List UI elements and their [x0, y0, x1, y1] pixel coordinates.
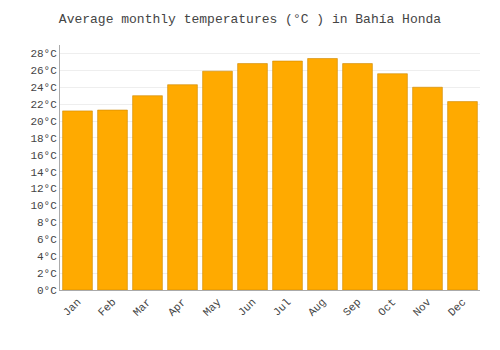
svg-text:16°C: 16°C: [30, 150, 57, 162]
svg-text:8°C: 8°C: [37, 217, 57, 229]
svg-text:Mar: Mar: [131, 296, 153, 318]
svg-text:May: May: [201, 296, 224, 319]
svg-text:20°C: 20°C: [30, 116, 57, 128]
svg-text:12°C: 12°C: [30, 183, 57, 195]
svg-text:Jan: Jan: [61, 296, 83, 318]
svg-text:Nov: Nov: [411, 296, 434, 319]
svg-text:6°C: 6°C: [37, 234, 57, 246]
svg-text:10°C: 10°C: [30, 200, 57, 212]
svg-text:Oct: Oct: [376, 296, 398, 318]
svg-text:2°C: 2°C: [37, 268, 57, 280]
svg-text:18°C: 18°C: [30, 133, 57, 145]
svg-text:4°C: 4°C: [37, 251, 57, 263]
svg-text:Dec: Dec: [446, 296, 468, 318]
svg-text:22°C: 22°C: [30, 99, 57, 111]
svg-text:26°C: 26°C: [30, 65, 57, 77]
svg-text:Jul: Jul: [271, 296, 293, 318]
svg-text:0°C: 0°C: [37, 285, 57, 297]
svg-text:Average monthly temperatures (: Average monthly temperatures (°C ) in Ba…: [59, 12, 441, 27]
svg-text:Feb: Feb: [96, 296, 118, 318]
svg-text:14°C: 14°C: [30, 167, 57, 179]
svg-text:Apr: Apr: [166, 296, 188, 318]
svg-text:Jun: Jun: [236, 296, 258, 318]
svg-text:Sep: Sep: [341, 296, 363, 318]
svg-text:Aug: Aug: [306, 296, 328, 318]
svg-text:28°C: 28°C: [30, 48, 57, 60]
svg-text:24°C: 24°C: [30, 82, 57, 94]
